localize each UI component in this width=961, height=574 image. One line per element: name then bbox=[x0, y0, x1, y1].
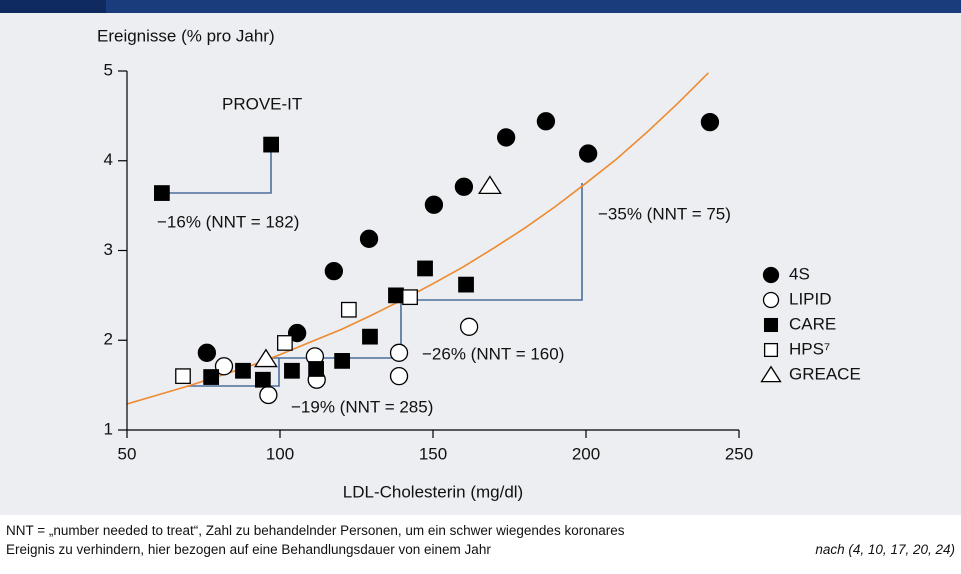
legend-label: LIPID bbox=[789, 289, 832, 308]
marker bbox=[389, 343, 409, 362]
legend-marker bbox=[762, 291, 780, 309]
marker bbox=[175, 368, 191, 385]
marker bbox=[362, 328, 378, 345]
annotation: −19% (NNT = 285) bbox=[291, 397, 433, 416]
y-tick-label: 1 bbox=[104, 419, 113, 438]
marker bbox=[197, 343, 217, 362]
marker bbox=[308, 361, 324, 377]
marker bbox=[254, 371, 271, 388]
x-tick-label: 250 bbox=[725, 444, 753, 463]
legend-label: HPS⁷ bbox=[789, 339, 830, 358]
legend-marker bbox=[763, 317, 779, 333]
marker bbox=[284, 362, 300, 379]
x-tick-label: 50 bbox=[118, 444, 137, 463]
marker bbox=[700, 113, 720, 132]
footnote: NNT = „number needed to treat“, Zahl zu … bbox=[6, 523, 625, 538]
x-axis-title: LDL-Cholesterin (mg/dl) bbox=[343, 482, 523, 501]
y-tick-label: 4 bbox=[104, 150, 113, 169]
legend-marker bbox=[763, 342, 779, 358]
legend-label: GREACE bbox=[789, 364, 861, 383]
marker bbox=[389, 366, 409, 386]
bracket bbox=[401, 183, 583, 301]
footnote: Ereignis zu verhindern, hier bezogen auf… bbox=[6, 542, 491, 557]
marker bbox=[417, 260, 433, 277]
plot-background bbox=[0, 0, 961, 515]
marker bbox=[496, 128, 516, 147]
marker bbox=[259, 385, 278, 405]
marker bbox=[263, 136, 280, 153]
source: nach (4, 10, 17, 20, 24) bbox=[815, 542, 955, 557]
marker bbox=[424, 195, 444, 214]
x-tick-label: 100 bbox=[266, 444, 294, 463]
marker bbox=[402, 289, 418, 306]
legend-marker bbox=[760, 365, 782, 383]
marker bbox=[334, 353, 350, 369]
marker bbox=[454, 177, 474, 196]
marker bbox=[154, 185, 170, 201]
marker bbox=[253, 348, 278, 368]
legend-marker bbox=[762, 266, 780, 284]
annotation: −16% (NNT = 182) bbox=[157, 212, 299, 231]
y-axis-title: Ereignisse (% pro Jahr) bbox=[97, 26, 275, 45]
x-tick-label: 150 bbox=[419, 444, 447, 463]
y-tick-label: 3 bbox=[104, 240, 113, 259]
annotation: PROVE-IT bbox=[222, 94, 302, 113]
legend-label: CARE bbox=[789, 314, 836, 333]
y-tick-label: 5 bbox=[104, 60, 113, 79]
legend-label: 4S bbox=[789, 264, 810, 283]
bracket bbox=[187, 358, 280, 387]
marker bbox=[578, 144, 598, 163]
header-bar bbox=[0, 0, 961, 13]
header-block bbox=[0, 0, 106, 13]
marker bbox=[324, 261, 344, 281]
marker bbox=[340, 301, 357, 318]
marker bbox=[359, 229, 379, 248]
marker bbox=[388, 287, 404, 304]
marker bbox=[203, 369, 220, 385]
x-tick-label: 200 bbox=[572, 444, 600, 463]
annotation: −35% (NNT = 75) bbox=[598, 204, 731, 223]
marker bbox=[459, 317, 479, 336]
marker bbox=[277, 335, 293, 351]
marker bbox=[458, 276, 474, 293]
marker bbox=[235, 362, 251, 379]
marker bbox=[477, 175, 502, 195]
y-tick-label: 2 bbox=[104, 330, 113, 349]
marker bbox=[287, 323, 307, 343]
marker bbox=[214, 357, 234, 376]
bracket bbox=[162, 145, 272, 194]
marker bbox=[536, 112, 556, 131]
annotation: −26% (NNT = 160) bbox=[422, 344, 564, 363]
